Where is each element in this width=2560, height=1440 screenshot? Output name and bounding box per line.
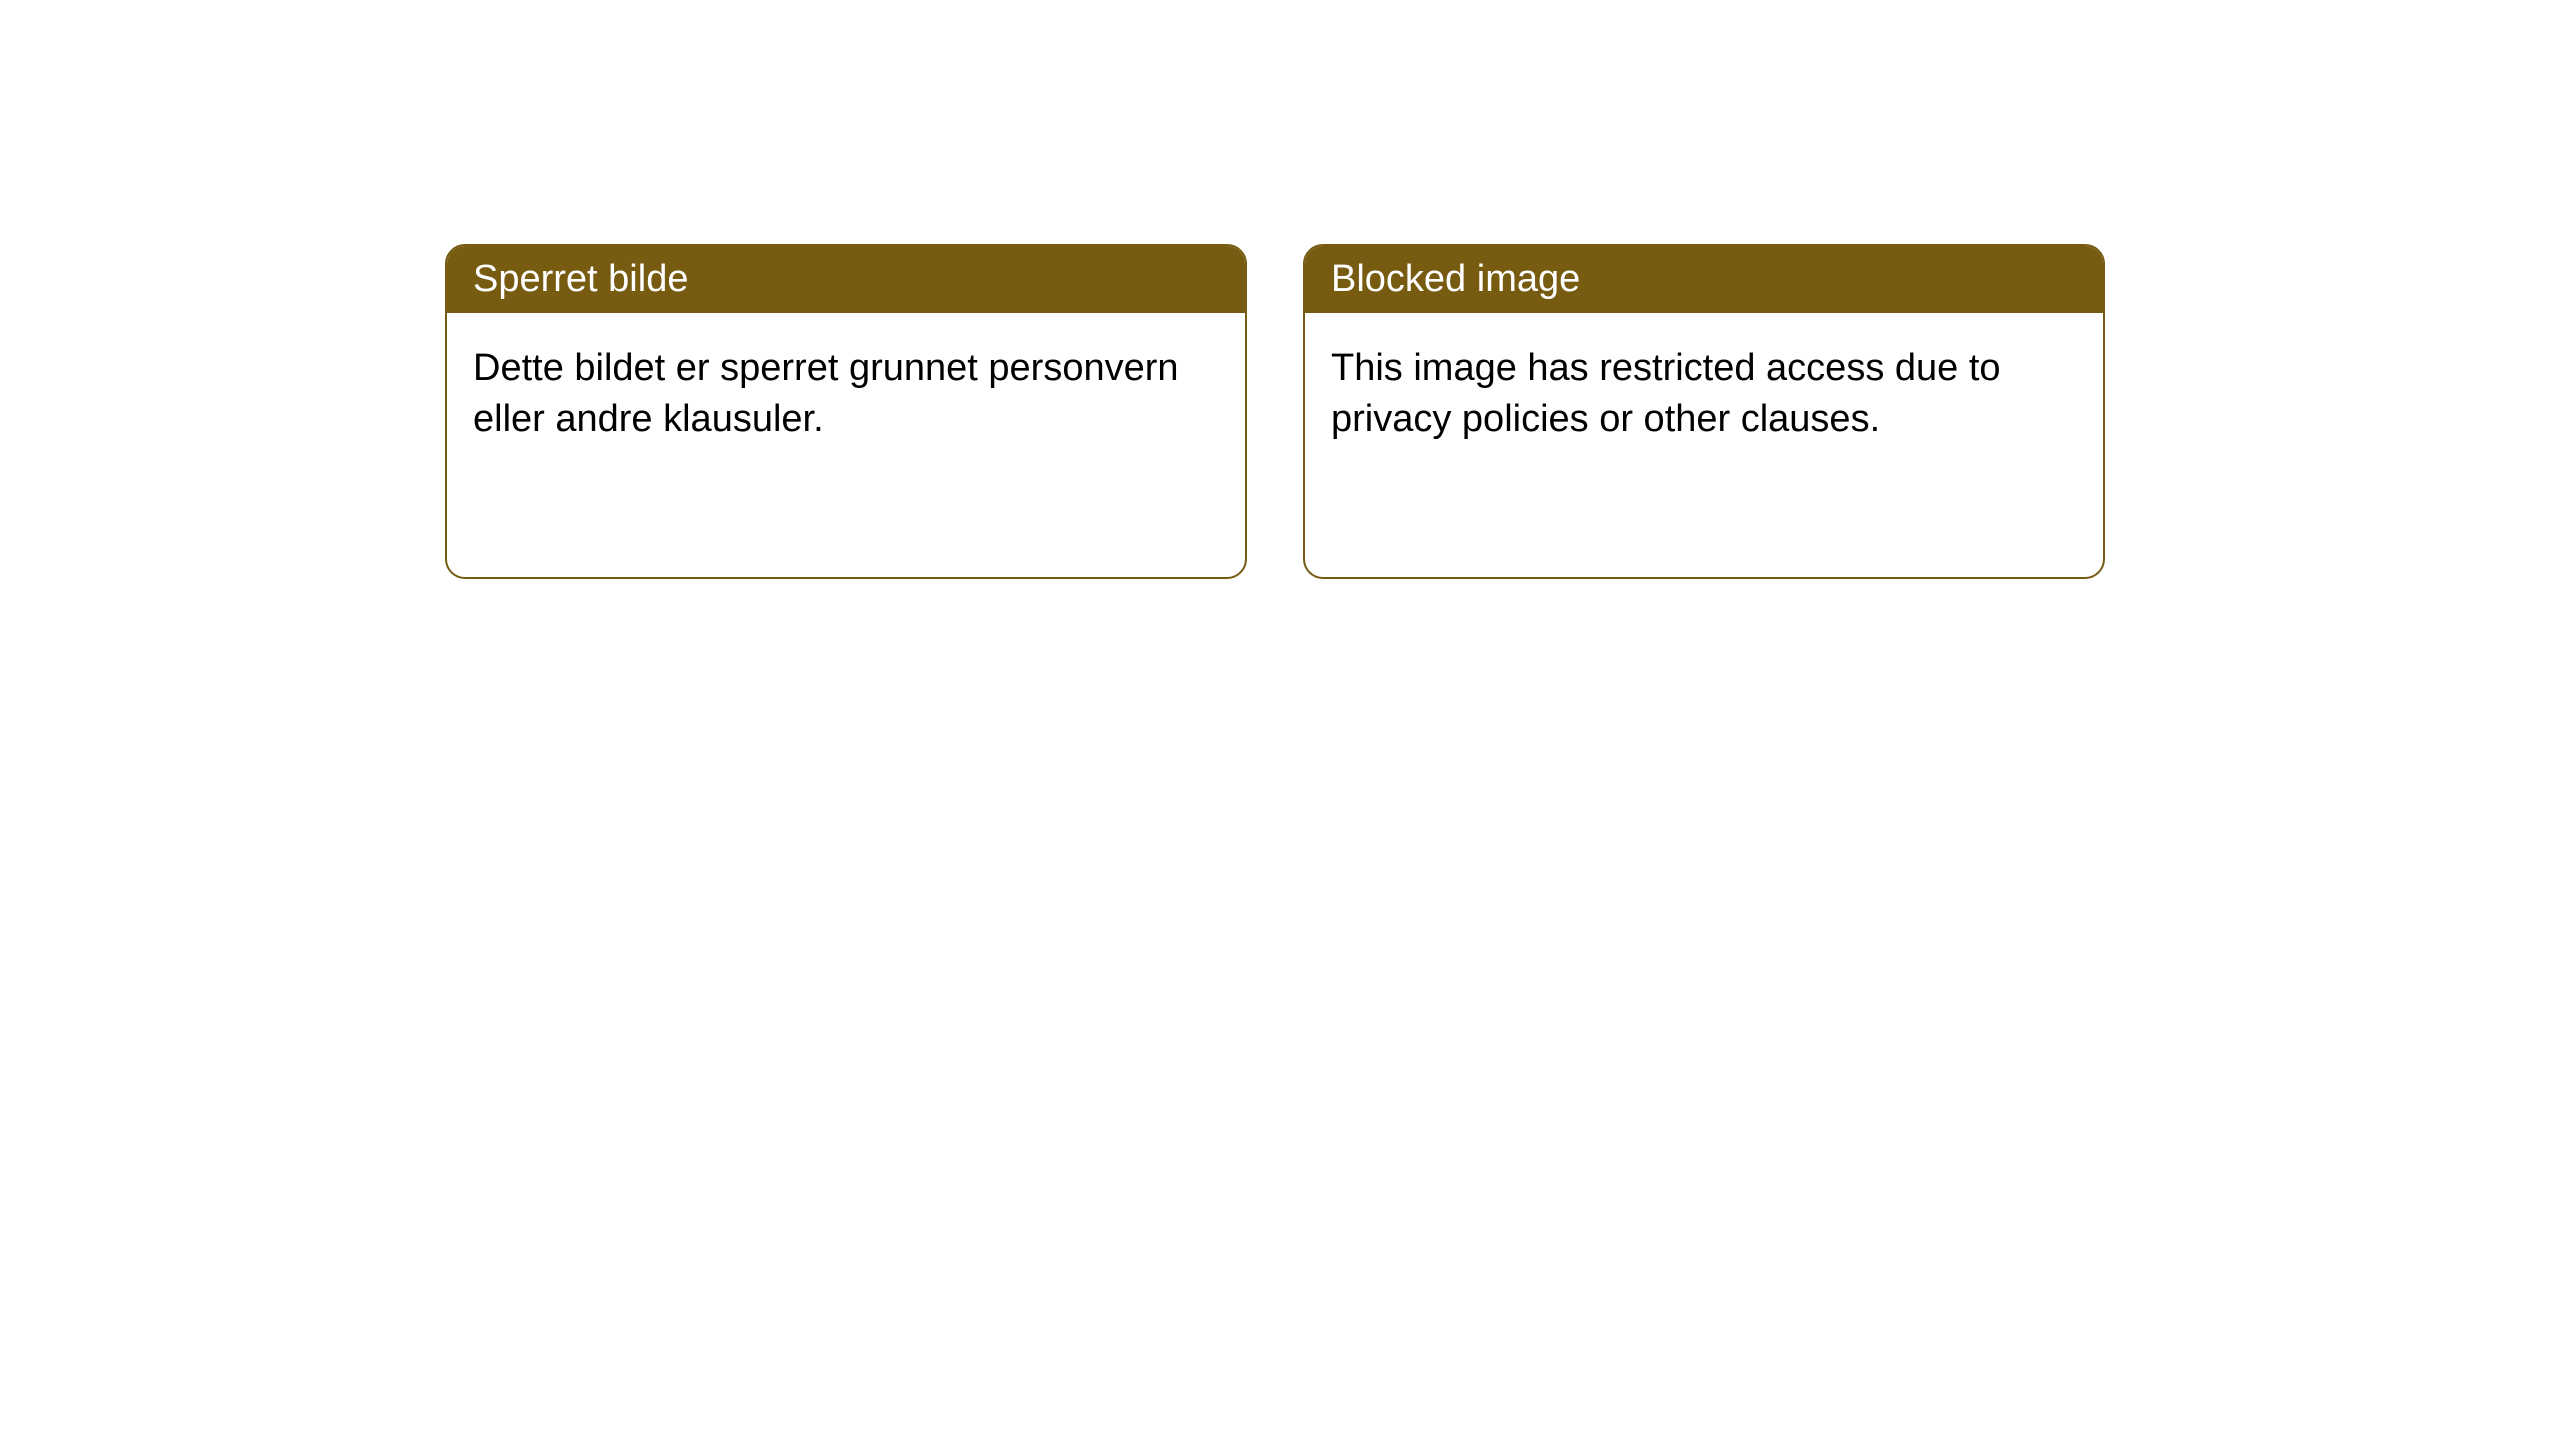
notice-title-norwegian: Sperret bilde xyxy=(473,258,688,300)
notice-container: Sperret bilde Dette bildet er sperret gr… xyxy=(445,244,2105,579)
notice-header-english: Blocked image xyxy=(1305,246,2103,313)
notice-title-english: Blocked image xyxy=(1331,258,1580,300)
notice-box-english: Blocked image This image has restricted … xyxy=(1303,244,2105,579)
notice-message-norwegian: Dette bildet er sperret grunnet personve… xyxy=(473,347,1179,440)
notice-box-norwegian: Sperret bilde Dette bildet er sperret gr… xyxy=(445,244,1247,579)
notice-body-english: This image has restricted access due to … xyxy=(1305,313,2103,476)
notice-body-norwegian: Dette bildet er sperret grunnet personve… xyxy=(447,313,1245,476)
notice-header-norwegian: Sperret bilde xyxy=(447,246,1245,313)
notice-message-english: This image has restricted access due to … xyxy=(1331,347,2001,440)
